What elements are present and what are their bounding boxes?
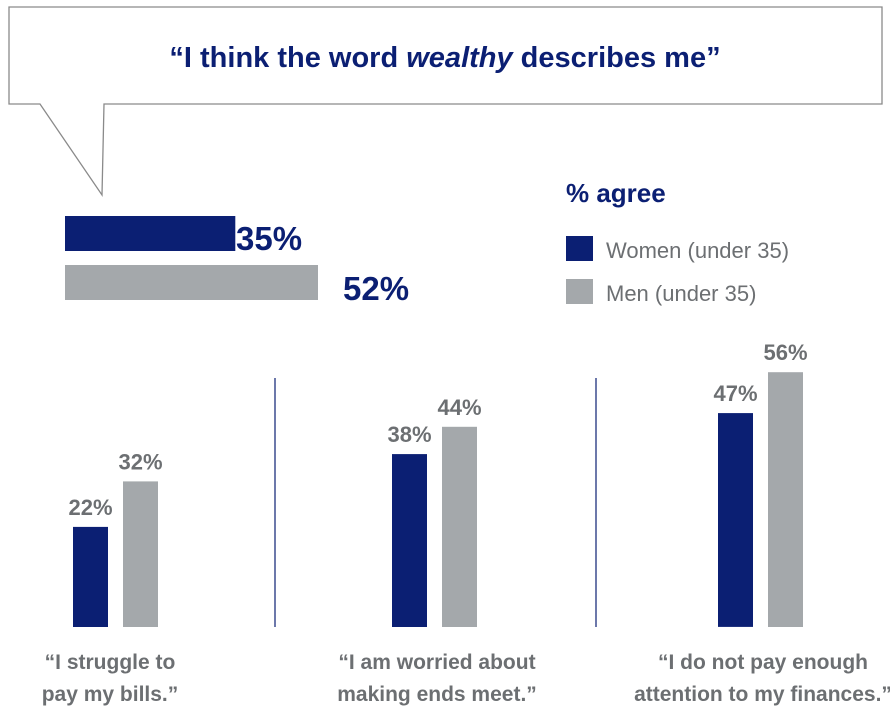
legend-swatch-men xyxy=(566,279,593,304)
bar-women xyxy=(73,526,108,627)
category-label-line: “I struggle to xyxy=(45,651,176,674)
legend-label-men: Men (under 35) xyxy=(606,281,756,306)
category-label: “I am worried about making ends meet.” xyxy=(337,651,537,706)
bar-value-label: 38% xyxy=(387,422,431,447)
category-label-line: making ends meet.” xyxy=(337,683,537,706)
legend-title: % agree xyxy=(566,178,666,208)
headline-title-part: describes me” xyxy=(513,42,721,74)
category-label-line: “I am worried about xyxy=(338,651,535,674)
headline-title: “I think the word wealthy describes me” xyxy=(169,42,720,74)
headline-title-part: “I think the word xyxy=(169,42,406,74)
legend-swatch-women xyxy=(566,236,593,261)
wealthy-bar-men xyxy=(65,265,318,300)
bar-value-label: 44% xyxy=(437,395,481,420)
category-label: “I do not pay enough attention to my fina… xyxy=(634,651,890,706)
wealthy-value-label-men: 52% xyxy=(343,270,409,307)
wealthy-bar-women xyxy=(65,216,236,251)
bar-value-label: 56% xyxy=(763,340,807,365)
bar-men xyxy=(442,426,477,627)
headline-title-part: wealthy xyxy=(406,42,514,74)
bar-value-label: 22% xyxy=(68,495,112,520)
speech-bubble xyxy=(8,6,883,198)
bar-men xyxy=(768,372,803,627)
bar-value-label: 47% xyxy=(713,381,757,406)
category-label-line: attention to my finances.” xyxy=(634,683,890,706)
category-label: “I struggle to pay my bills.” xyxy=(42,651,179,706)
category-label-line: pay my bills.” xyxy=(42,683,179,706)
category-label-line: “I do not pay enough xyxy=(658,651,868,674)
bar-women xyxy=(392,454,427,627)
wealthy-value-label-women: 35% xyxy=(236,220,302,257)
bar-men xyxy=(123,481,158,627)
legend-label-women: Women (under 35) xyxy=(606,238,789,263)
bar-women xyxy=(718,413,753,627)
bar-value-label: 32% xyxy=(118,449,162,474)
